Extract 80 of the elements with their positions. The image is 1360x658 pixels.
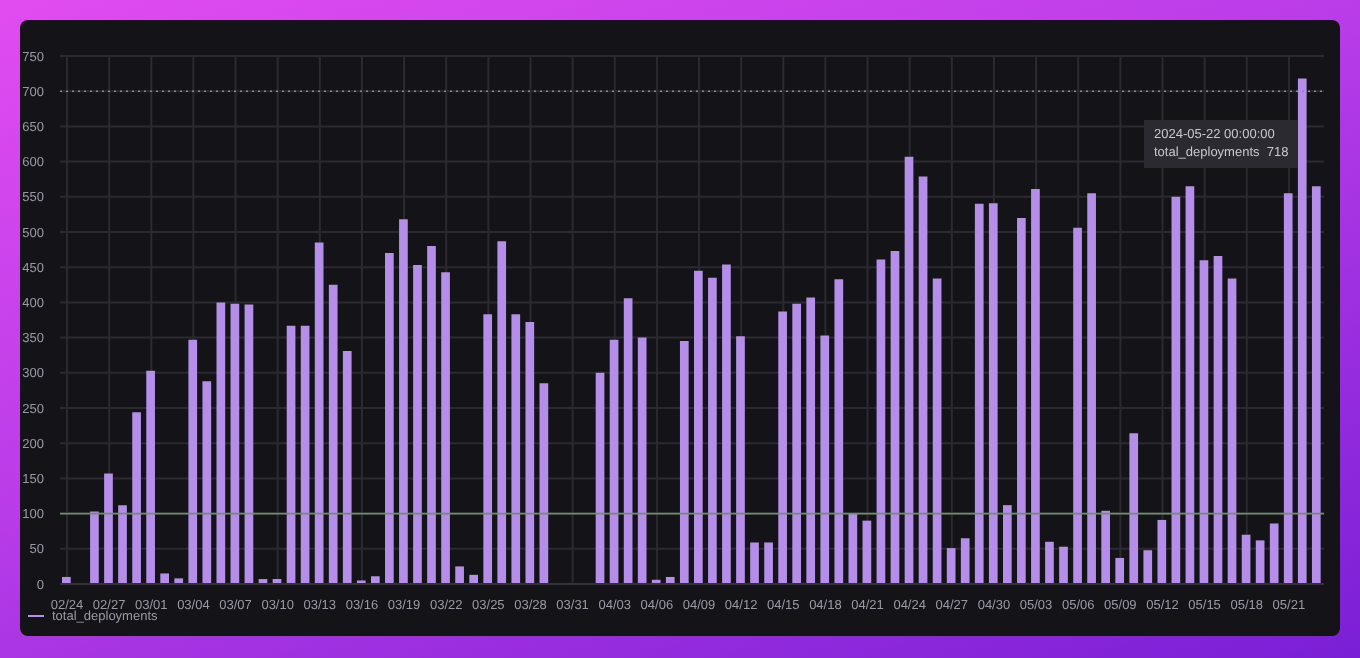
bar [806,297,816,584]
bar [946,548,956,584]
bar [328,284,338,584]
bar [413,265,422,584]
bar [314,242,324,584]
bar [1129,433,1139,584]
bar [862,520,872,584]
bar [1269,523,1279,584]
bar [1157,519,1167,584]
bar [216,302,226,584]
bar [876,259,886,584]
bar [1227,278,1237,584]
bar [988,203,998,584]
bar [455,566,464,584]
bar [342,350,352,584]
bar [525,322,535,584]
bar [539,383,549,584]
bar [146,370,155,584]
bar [679,341,689,584]
bar [750,542,759,584]
bar [1073,227,1082,584]
bar [1171,196,1181,584]
bar [904,156,914,584]
bar [118,505,127,584]
bar [890,251,900,584]
bar [511,314,521,584]
bar [1101,510,1110,584]
bar [1255,540,1265,584]
bar [792,303,802,584]
bar [974,203,984,584]
bar [385,253,394,584]
bar [1017,217,1026,584]
bar [820,335,830,584]
bar [174,578,184,584]
bar [1213,255,1223,584]
bar [834,279,844,584]
bar [694,270,703,584]
bar [918,176,928,584]
bar [188,339,198,584]
bar [1087,193,1096,584]
bar [300,325,310,584]
bar [286,325,296,584]
bar [595,372,605,584]
bar [399,219,408,584]
bar [708,277,717,584]
bar [1002,505,1012,584]
bar [370,576,380,584]
bar [1199,260,1209,584]
bar [609,339,619,584]
bar [1059,546,1068,584]
bar [764,542,773,584]
bar [1045,541,1054,584]
bar [244,304,254,584]
bar [427,246,436,584]
bar [1031,189,1040,584]
bar [1283,193,1293,584]
bar [483,314,493,584]
bar [637,337,647,584]
bar [497,241,507,584]
bar [1185,186,1195,584]
bar [132,412,141,584]
bar [778,311,787,584]
bar [1241,534,1251,584]
bar [1143,550,1153,584]
bar [722,264,731,584]
bar [90,511,99,584]
bar [1115,557,1125,584]
bar [623,298,633,584]
bar [469,574,478,584]
bar [960,538,970,584]
bar [932,278,942,584]
bar [230,303,240,584]
bar [160,573,170,584]
bar [202,381,212,584]
bar [1297,78,1307,584]
bar [1311,186,1321,584]
bar [104,473,113,584]
bar [848,513,858,584]
bar [736,336,745,584]
bar [441,272,450,584]
